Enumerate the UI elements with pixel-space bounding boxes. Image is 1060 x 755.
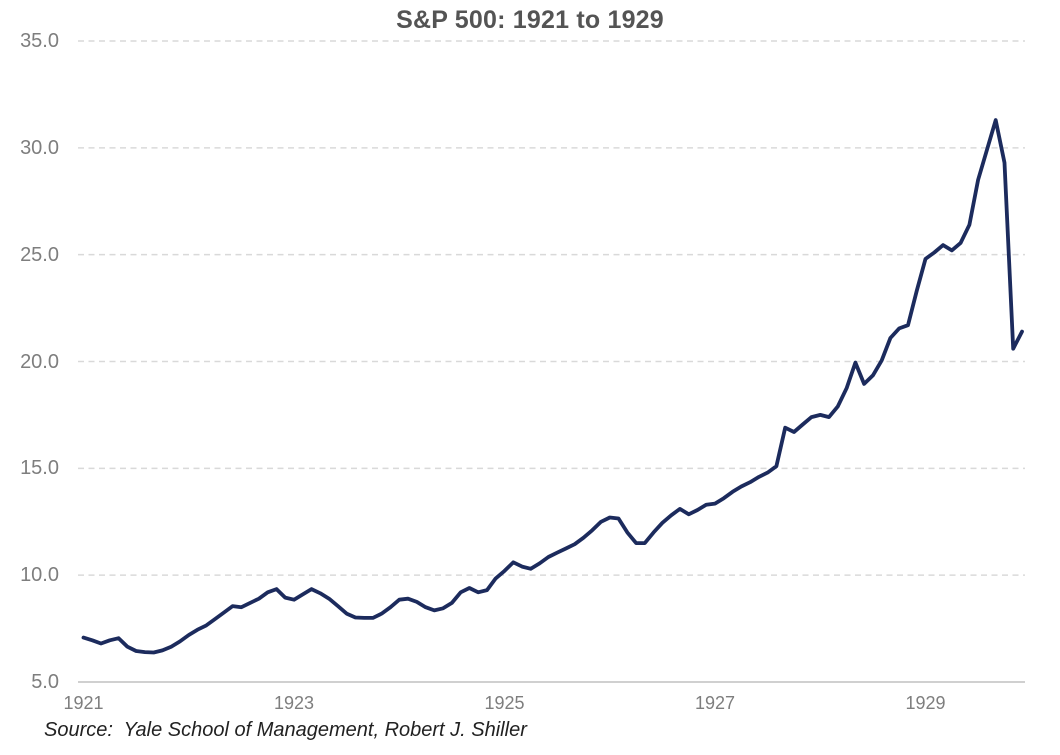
x-axis-tick-label: 1929 [905,693,946,713]
x-axis-tick-label: 1923 [273,693,315,713]
chart-title: S&P 500: 1921 to 1929 [396,6,664,34]
y-axis-tick-label: 30.0 [20,136,59,159]
x-axis-tick-label: 1927 [694,693,736,713]
y-axis-tick-label: 20.0 [20,350,59,373]
y-axis-tick-label: 35.0 [20,30,59,52]
y-axis-tick-label: 10.0 [20,564,59,587]
source-note: Source: Yale School of Management, Rober… [44,719,527,741]
x-axis-tick-label: 1925 [484,693,525,713]
y-axis-tick-label: 25.0 [20,243,59,266]
series-line [81,118,1024,655]
y-axis-tick-label: 5.0 [31,671,59,693]
y-axis-tick-label: 15.0 [20,457,59,480]
x-axis-tick-label: 1921 [63,693,104,713]
